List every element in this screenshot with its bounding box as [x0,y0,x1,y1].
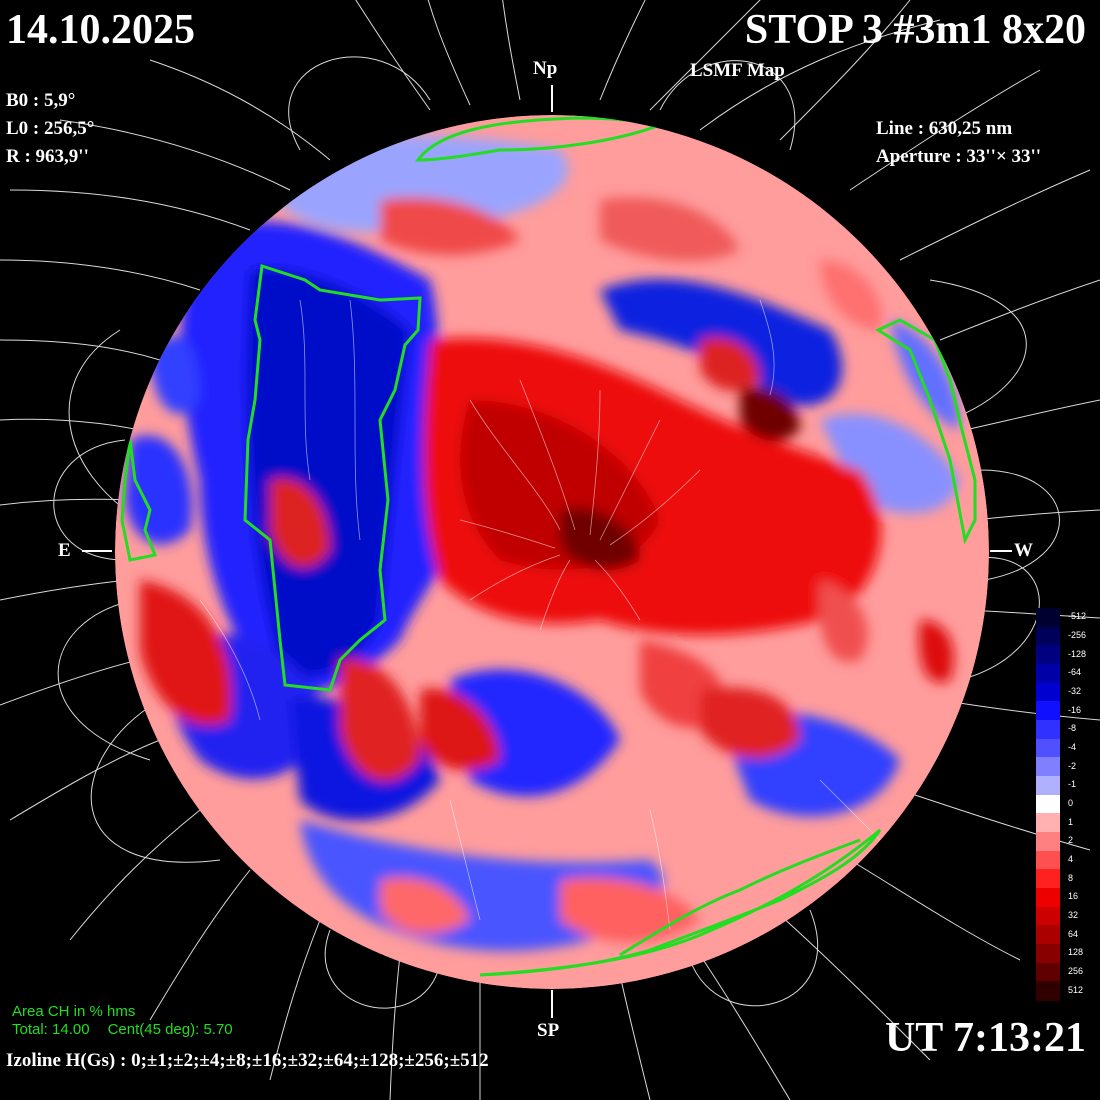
colorbar-label: 0 [1068,798,1074,808]
colorbar-label: 16 [1068,891,1079,902]
colorbar-label: -1 [1068,779,1077,790]
field-strength-colorbar [1036,608,1060,1001]
colorbar-label: -512 [1068,611,1087,622]
colorbar-cell [1036,962,1060,983]
colorbar-label: 256 [1068,966,1084,976]
colorbar-cell [1036,682,1060,703]
universal-time: UT 7:13:21 [884,1015,1086,1061]
colorbar-label: -256 [1068,630,1087,640]
colorbar-label: 2 [1068,835,1074,846]
coronal-hole-boundaries [120,116,977,977]
coronal-hole-central: Cent(45 deg): 5.70 [107,1021,233,1038]
colorbar-cell [1036,626,1060,647]
colorbar-label: -64 [1068,667,1082,678]
map-title: STOP 3 #3m1 8x20 [744,7,1086,53]
colorbar-cell [1036,645,1060,665]
param-l0: L0 : 256,5° [6,118,95,139]
isoline-levels: Izoline H(Gs) : 0;±1;±2;±4;±8;±16;±32;±6… [6,1050,489,1071]
colorbar-label: -2 [1068,760,1077,771]
colorbar-cell [1036,738,1060,759]
colorbar-label: -16 [1068,704,1082,715]
west-label: W [1014,540,1033,561]
colorbar-cell [1036,776,1060,796]
coronal-hole-area-title: Area CH in % hms [12,1003,136,1020]
colorbar-cell [1036,832,1060,852]
south-pole-label: SP [537,1020,560,1041]
coronal-hole-total: Total: 14.00 [12,1021,90,1038]
observation-date: 14.10.2025 [6,7,195,53]
colorbar-cell [1036,794,1060,815]
colorbar-label: 128 [1068,947,1084,958]
colorbar-cell [1036,944,1060,964]
field-lines-inner [199,299,881,931]
map-subtitle: LSMF Map [690,60,785,81]
colorbar-cell [1036,850,1060,871]
solar-disc [115,115,989,989]
east-label: E [58,540,71,561]
colorbar-label: -32 [1068,686,1082,696]
colorbar-label: -4 [1068,742,1077,752]
colorbar-label: 8 [1068,872,1074,883]
param-line: Line : 630,25 nm [876,118,1013,139]
colorbar-cell [1036,813,1060,833]
param-radius: R : 963,9'' [6,146,89,167]
colorbar-cell [1036,701,1060,721]
north-pole-label: Np [533,58,558,79]
colorbar-label: 32 [1068,910,1079,920]
colorbar-label: 64 [1068,928,1079,939]
colorbar-cell [1036,869,1060,889]
param-aperture: Aperture : 33''× 33'' [876,146,1042,167]
colorbar-label: -128 [1068,648,1087,659]
coronal-hole-area-values: Total: 14.00 Cent(45 deg): 5.70 [12,1021,251,1038]
colorbar-label: 4 [1068,854,1074,864]
colorbar-label: 1 [1068,816,1074,827]
direction-ticks [82,85,1012,1018]
colorbar-cell [1036,925,1060,945]
colorbar-cell [1036,664,1060,684]
colorbar-label: 512 [1068,984,1084,995]
colorbar-cell [1036,888,1060,908]
colorbar-cell [1036,906,1060,927]
param-b0: B0 : 5,9° [6,90,76,111]
colorbar-cell [1036,981,1060,1001]
colorbar-cell [1036,608,1060,628]
colorbar-cell [1036,757,1060,777]
colorbar-cell [1036,720,1060,740]
colorbar-label: -8 [1068,723,1077,734]
